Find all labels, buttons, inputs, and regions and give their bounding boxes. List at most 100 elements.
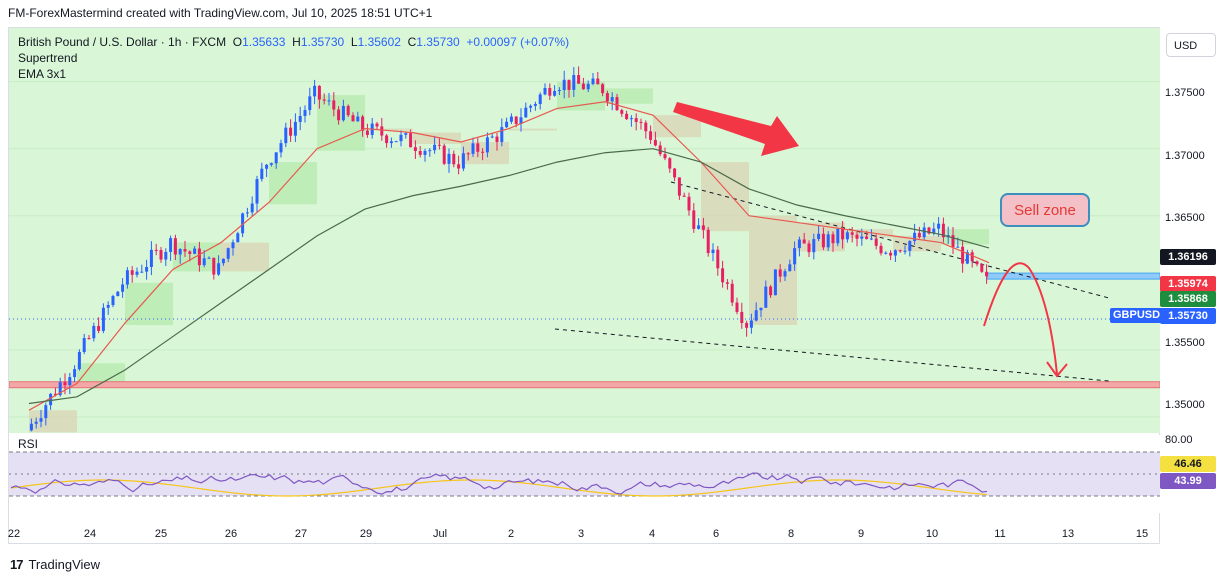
candle-body	[562, 79, 566, 91]
tradingview-logo-icon: 17	[10, 557, 24, 572]
candle-body	[514, 116, 518, 125]
candle-body	[533, 104, 537, 106]
x-axis-label: 24	[83, 528, 97, 540]
candle-body	[58, 382, 62, 396]
candle-body	[860, 236, 864, 239]
candle-body	[505, 121, 509, 128]
x-axis-label: 4	[648, 528, 656, 540]
candle-body	[135, 271, 139, 275]
candle-body	[351, 115, 355, 122]
candle-body	[159, 249, 163, 260]
candle-body	[169, 238, 173, 252]
candle-body	[706, 229, 710, 254]
legend-indicator-ema[interactable]: EMA 3x1	[18, 67, 67, 81]
big-down-arrow	[673, 102, 799, 156]
candle-body	[596, 78, 600, 85]
candle-body	[385, 135, 389, 144]
legend-indicator-supertrend[interactable]: Supertrend	[18, 51, 78, 65]
candle-body	[524, 107, 528, 118]
candle-body	[663, 154, 667, 159]
candle-body	[519, 117, 523, 125]
x-axis-label: 27	[294, 528, 308, 540]
candle-body	[831, 234, 835, 244]
candle-body	[53, 393, 57, 396]
candle-body	[29, 423, 33, 431]
rsi-ma-line	[10, 479, 988, 497]
chart-header-text: FM-ForexMastermind created with TradingV…	[8, 6, 433, 20]
rsi-title[interactable]: RSI	[18, 437, 39, 451]
candle-body	[730, 283, 734, 303]
candle-body	[92, 325, 96, 339]
candle-body	[34, 421, 38, 424]
footer-brand[interactable]: 17 TradingView	[10, 557, 100, 572]
supertrend-segment	[269, 162, 317, 205]
candle-body	[418, 151, 422, 155]
candle-body	[769, 286, 773, 296]
legend-symbol: British Pound / U.S. Dollar · 1h · FXCM	[18, 35, 227, 49]
candle-body	[433, 144, 437, 151]
candle-body	[687, 196, 691, 211]
candle-body	[745, 322, 749, 328]
candle-body	[303, 110, 307, 116]
resistance-band	[986, 272, 1160, 280]
price-axis-label: 1.35500	[1165, 337, 1205, 349]
candle-body	[380, 126, 384, 136]
supertrend-segment	[653, 115, 701, 138]
legend-open-label: O	[232, 35, 243, 49]
supertrend-segment	[893, 235, 941, 252]
candle-body	[82, 338, 86, 352]
candle-body	[716, 249, 720, 269]
candle-body	[884, 252, 888, 254]
candle-body	[797, 239, 801, 249]
candle-body	[77, 351, 81, 370]
candle-body	[975, 261, 979, 265]
candle-body	[677, 177, 681, 196]
ema-red-line	[28, 101, 990, 411]
projection-arrow-path	[983, 262, 1058, 375]
candle-body	[442, 145, 446, 164]
sell-zone-callout: Sell zone	[1000, 193, 1090, 227]
supertrend-segment	[701, 162, 749, 232]
candle-body	[226, 248, 230, 259]
candle-body	[44, 405, 48, 419]
price-gridlines	[9, 81, 1160, 418]
candle-body	[500, 127, 504, 143]
candle-body	[749, 320, 753, 328]
rsi-axis-label: 80.00	[1165, 434, 1193, 446]
legend-change: +0.00097 (+0.07%)	[466, 35, 570, 49]
candle-body	[673, 168, 677, 178]
candle-body	[735, 302, 739, 312]
candle-body	[802, 239, 806, 244]
x-axis-label: 8	[787, 528, 795, 540]
candle-body	[956, 246, 960, 248]
candle-body	[116, 291, 120, 297]
x-axis-label: 26	[224, 528, 238, 540]
candle-body	[553, 90, 557, 96]
candle-body	[961, 246, 965, 264]
candle-body	[269, 163, 273, 165]
supertrend-segment	[413, 132, 461, 144]
candle-body	[591, 78, 595, 84]
footer-brand-text: TradingView	[28, 557, 101, 572]
candle-body	[193, 248, 197, 254]
legend-high: 1.35730	[300, 35, 345, 49]
price-tag-level-3: 1.35868	[1160, 291, 1216, 307]
candle-body	[481, 151, 485, 153]
candle-body	[394, 141, 398, 143]
candle-body	[697, 225, 701, 229]
currency-button[interactable]: USD	[1166, 33, 1216, 57]
candle-body	[793, 248, 797, 265]
rsi-pane[interactable]	[9, 435, 1160, 513]
candle-body	[495, 136, 499, 143]
candle-body	[337, 109, 341, 121]
candle-body	[893, 250, 897, 256]
candle-body	[913, 232, 917, 242]
candle-body	[529, 105, 533, 108]
candle-body	[701, 225, 705, 230]
x-axis-label: 25	[154, 528, 168, 540]
candle-body	[692, 210, 696, 229]
candle-body	[164, 251, 168, 260]
x-axis-label: Jul	[432, 528, 448, 540]
price-chart[interactable]	[9, 28, 1160, 433]
supertrend-segment	[509, 128, 557, 131]
